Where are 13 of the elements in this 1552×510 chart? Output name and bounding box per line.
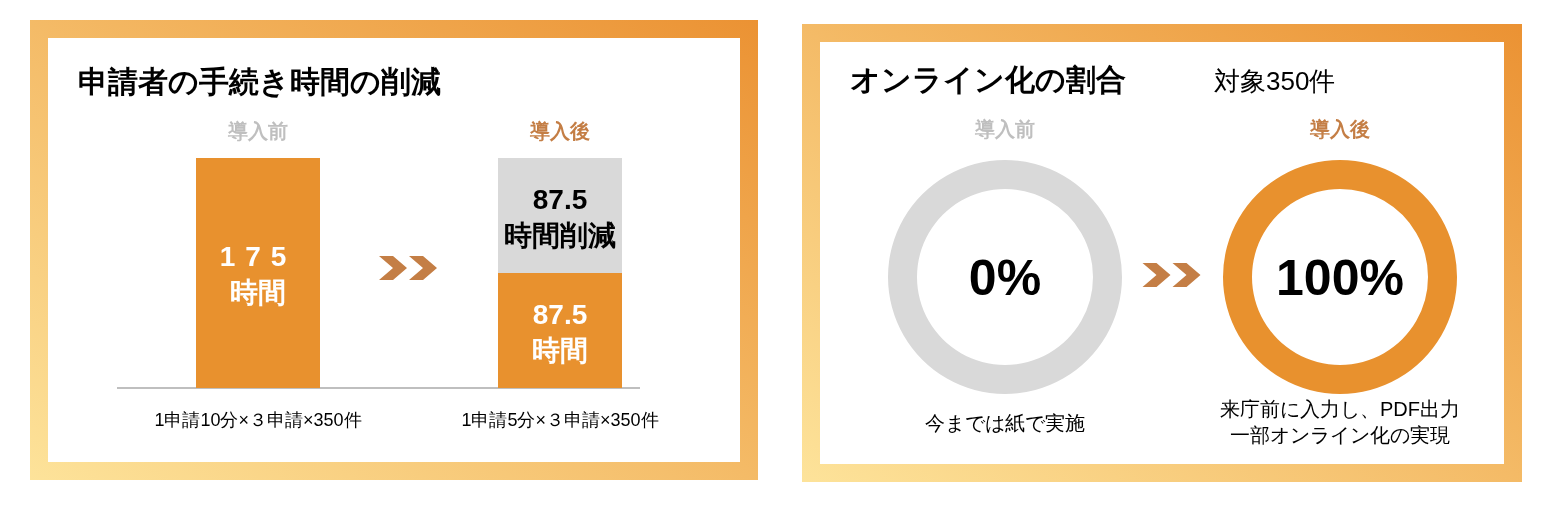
data-label: 175 時間 (219, 241, 297, 308)
chart-title: 申請者の手続き時間の削減 (78, 65, 441, 98)
data-label: 100% (1276, 250, 1404, 306)
text: 一部オンライン化の実現 (1230, 424, 1450, 446)
text: 1申請5分×３申請×350件 (461, 410, 659, 430)
chart-subtitle: 対象350件 (1214, 66, 1336, 96)
data-label: 87.5 時間削減 (504, 183, 616, 251)
chart-title: オンライン化の割合 (850, 63, 1126, 96)
text: 0% (968, 250, 1042, 306)
text: 1申請10分×３申請×350件 (154, 410, 362, 430)
text: 今までは紙で実施 (925, 412, 1085, 434)
text: 来庁前に入力し、PDF出力 (1220, 398, 1460, 420)
data-label: 87.5 時間 (532, 298, 588, 366)
